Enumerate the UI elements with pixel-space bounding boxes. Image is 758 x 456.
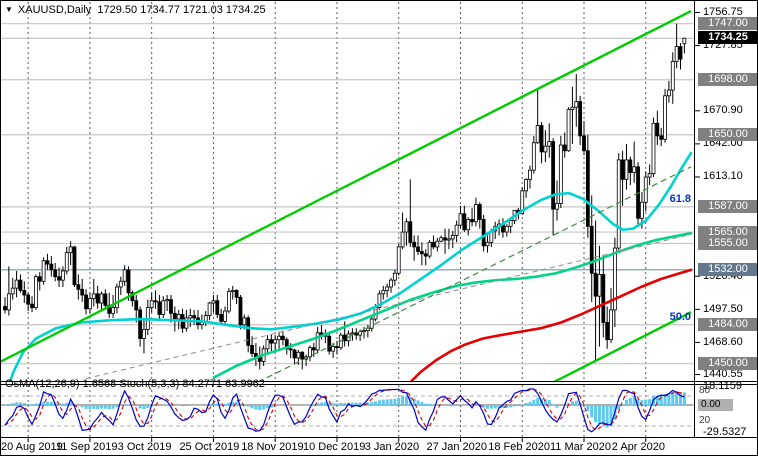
borders-layer bbox=[1, 1, 757, 442]
time-tick-label: 2 Apr 2020 bbox=[611, 441, 665, 453]
price-level-badge: 1747.00 bbox=[698, 17, 757, 31]
ma-fast-cyan bbox=[8, 151, 693, 382]
stoch-signal-line bbox=[4, 388, 685, 431]
price-tick-label: 1756.75 bbox=[703, 6, 743, 18]
chevron-down-icon[interactable]: ▼ bbox=[5, 5, 13, 14]
time-axis[interactable]: 20 Aug 2019 11 Sep 2019 3 Oct 2019 25 Oct 2… bbox=[1, 440, 693, 455]
price-tick-label: 1670.90 bbox=[703, 104, 743, 117]
price-level-badge: 1450.00 bbox=[698, 357, 757, 371]
stoch-level-80-label: 80 bbox=[699, 385, 711, 396]
time-tick-label: 25 Oct 2019 bbox=[179, 441, 240, 453]
channel-upper bbox=[1, 10, 692, 363]
stoch-label: Stoch(5,3,3) 84.2771 63.9962 bbox=[119, 378, 265, 390]
current-price-badge: 1734.25 bbox=[698, 31, 757, 45]
price-tick-label: 1440.55 bbox=[703, 368, 743, 381]
sub-scale-max: 18.1159 bbox=[703, 380, 742, 392]
stoch-main-line bbox=[4, 388, 685, 433]
ohlc-readout: 1729.50 1734.77 1721.03 1734.25 bbox=[97, 4, 266, 16]
time-tick-label: 11 Sep 2019 bbox=[55, 441, 118, 453]
fibo-level-label: 61.8 bbox=[669, 192, 691, 205]
osma-zero-badge: 0.00 bbox=[698, 399, 733, 411]
window-separator-handle[interactable] bbox=[1, 380, 757, 386]
price-level-badge: 1555.00 bbox=[698, 236, 757, 250]
price-level-badge: 1587.00 bbox=[698, 200, 757, 214]
price-level-badge: 1565.00 bbox=[698, 225, 757, 239]
symbol-timeframe-label: XAUUSD,Daily bbox=[17, 4, 92, 16]
sub-scale-min: -29.5327 bbox=[703, 426, 747, 438]
time-tick-label: 11 Mar 2020 bbox=[550, 441, 611, 453]
symbol-title: ▼ XAUUSD,Daily 1729.50 1734.77 1721.03 17… bbox=[5, 4, 266, 16]
channel-lower bbox=[552, 311, 692, 382]
time-tick-label: 10 Dec 2019 bbox=[302, 441, 366, 453]
stoch-level-20-label: 20 bbox=[699, 415, 711, 426]
price-tick-label: 1497.50 bbox=[703, 302, 743, 315]
price-level-badge: 1484.00 bbox=[698, 318, 757, 332]
time-tick-label: 3 Oct 2019 bbox=[117, 441, 172, 453]
level-lines-layer bbox=[1, 23, 694, 365]
price-level-badge: 1698.00 bbox=[698, 73, 757, 87]
trendline-dashed-green bbox=[257, 166, 692, 382]
ma-mid-green bbox=[212, 231, 693, 379]
trendline-dashed-gray bbox=[85, 233, 692, 380]
price-axis[interactable]: 1756.751727.851670.901642.001613.101526.… bbox=[695, 1, 757, 455]
time-tick-label: 3 Jan 2020 bbox=[364, 441, 420, 453]
grid-layer bbox=[27, 2, 647, 437]
price-tick-label: 1613.10 bbox=[703, 170, 743, 183]
price-level-badge: 1532.00 bbox=[698, 263, 757, 277]
time-tick-label: 18 Nov 2019 bbox=[241, 441, 304, 453]
time-tick-label: 18 Feb 2020 bbox=[488, 441, 551, 453]
time-tick-label: 27 Jan 2020 bbox=[426, 441, 488, 453]
time-tick-label: 20 Aug 2019 bbox=[1, 441, 63, 453]
trendlines-layer bbox=[1, 10, 692, 382]
sub-window-layer bbox=[1, 388, 694, 433]
price-level-badge: 1650.00 bbox=[698, 128, 757, 142]
indicator-label: OsMA(12,26,9) 1.6568 Stoch(5,3,3) 84.277… bbox=[5, 378, 265, 390]
price-tick-label: 1468.60 bbox=[703, 335, 743, 348]
ma-slow-red bbox=[409, 268, 693, 382]
osma-label: OsMA(12,26,9) 1.6568 bbox=[5, 378, 117, 390]
fibo-level-label: 50.0 bbox=[669, 310, 691, 323]
